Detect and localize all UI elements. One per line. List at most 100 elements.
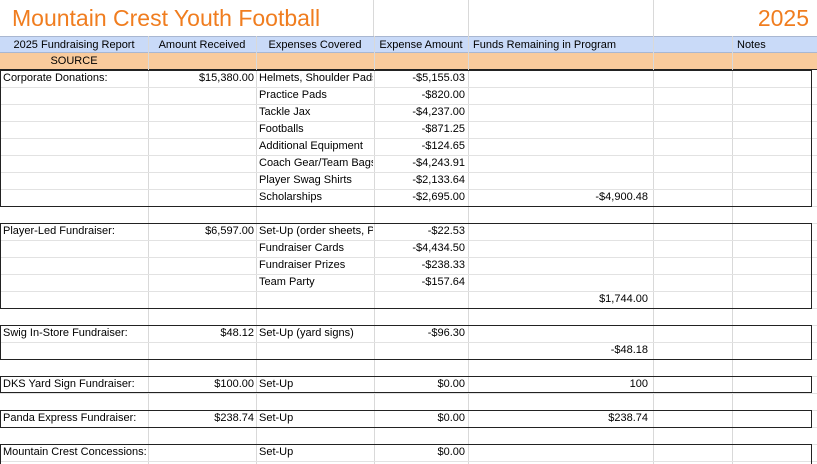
received-cell[interactable]: $15,380.00 — [198, 72, 254, 84]
expense-cell[interactable] — [259, 427, 373, 444]
expense-cell[interactable]: Practice Pads — [259, 89, 327, 101]
remaining-cell[interactable]: -$48.18 — [610, 344, 648, 356]
section-border-corporate — [0, 70, 812, 207]
expense-amount-cell[interactable]: -$2,133.64 — [412, 174, 465, 186]
section-border-concessions — [0, 444, 812, 464]
expense-cell[interactable]: Footballs — [259, 123, 304, 135]
header-report[interactable]: 2025 Fundraising Report — [13, 39, 135, 51]
row-divider — [0, 393, 817, 394]
expense-amount-cell[interactable]: $0.00 — [437, 378, 465, 390]
received-cell[interactable]: $48.12 — [220, 327, 254, 339]
header-expense-amount[interactable]: Expense Amount — [379, 39, 463, 51]
source-cell[interactable] — [3, 359, 146, 376]
expense-cell[interactable]: Tackle Jax — [259, 106, 311, 118]
received-cell[interactable] — [148, 427, 254, 444]
row-divider — [0, 172, 817, 173]
header-notes[interactable]: Notes — [737, 39, 766, 51]
row-divider — [0, 155, 817, 156]
header-expenses[interactable]: Expenses Covered — [268, 39, 362, 51]
expense-amount-cell[interactable] — [374, 427, 465, 444]
expense-amount-cell[interactable]: -$157.64 — [421, 276, 465, 288]
row-divider — [0, 138, 817, 139]
row-divider — [0, 257, 817, 258]
expense-amount-cell[interactable] — [374, 206, 465, 223]
received-cell[interactable] — [148, 308, 254, 325]
source-cell[interactable] — [3, 393, 146, 410]
sheet-title[interactable]: Mountain Crest Youth Football — [12, 5, 321, 31]
source-cell[interactable] — [3, 206, 146, 223]
expense-cell[interactable]: Set-Up — [259, 378, 294, 390]
sheet-year[interactable]: 2025 — [757, 5, 809, 31]
expense-amount-cell[interactable]: -$124.65 — [421, 140, 465, 152]
received-cell[interactable]: $238.74 — [214, 412, 254, 424]
remaining-cell[interactable] — [468, 359, 648, 376]
expense-cell[interactable]: Set-Up — [259, 446, 294, 458]
col-divider — [374, 36, 375, 464]
expense-cell[interactable]: Team Party — [259, 276, 315, 288]
col-divider — [373, 0, 374, 36]
expense-cell[interactable]: Helmets, Shoulder Pads — [259, 72, 373, 84]
expense-amount-cell[interactable]: -$22.53 — [427, 225, 465, 237]
expense-amount-cell[interactable]: -$5,155.03 — [412, 72, 465, 84]
remaining-cell[interactable]: -$4,900.48 — [595, 191, 648, 203]
remaining-cell[interactable]: 100 — [629, 378, 648, 390]
col-divider — [148, 36, 149, 464]
expense-amount-cell[interactable] — [374, 359, 465, 376]
remaining-cell[interactable] — [468, 206, 648, 223]
expense-amount-cell[interactable]: -$4,243.91 — [412, 157, 465, 169]
expense-amount-cell[interactable]: -$871.25 — [421, 123, 465, 135]
col-divider — [256, 36, 257, 464]
expense-amount-cell[interactable]: -$2,695.00 — [412, 191, 465, 203]
remaining-cell[interactable]: $1,744.00 — [599, 293, 648, 305]
expense-cell[interactable]: Set-Up (order sheets, Pr — [259, 225, 373, 237]
title-row: Mountain Crest Youth Football 2025 — [0, 0, 817, 36]
received-cell[interactable] — [148, 206, 254, 223]
expense-cell[interactable]: Player Swag Shirts — [259, 174, 352, 186]
section-border-swig — [0, 325, 812, 360]
expense-amount-cell[interactable] — [374, 393, 465, 410]
source-cell[interactable]: DKS Yard Sign Fundraiser: — [3, 378, 135, 390]
remaining-cell[interactable]: $238.74 — [608, 412, 648, 424]
expense-amount-cell[interactable]: -$238.33 — [421, 259, 465, 271]
source-label[interactable]: SOURCE — [50, 55, 98, 67]
received-cell[interactable] — [148, 393, 254, 410]
source-cell[interactable]: Mountain Crest Concessions: — [3, 446, 146, 458]
expense-amount-cell[interactable]: -$4,237.00 — [412, 106, 465, 118]
source-cell[interactable]: Corporate Donations: — [3, 72, 108, 84]
source-cell[interactable] — [3, 308, 146, 325]
expense-cell[interactable]: Fundraiser Cards — [259, 242, 344, 254]
header-received[interactable]: Amount Received — [158, 39, 246, 51]
source-cell[interactable] — [3, 427, 146, 444]
expense-amount-cell[interactable]: -$96.30 — [427, 327, 465, 339]
expense-cell[interactable] — [259, 359, 373, 376]
expense-cell[interactable]: Coach Gear/Team Bags — [259, 157, 373, 169]
expense-amount-cell[interactable]: $0.00 — [437, 446, 465, 458]
expense-cell[interactable]: Fundraiser Prizes — [259, 259, 346, 271]
source-cell[interactable]: Swig In-Store Fundraiser: — [3, 327, 128, 339]
row-divider — [0, 291, 817, 292]
expense-cell[interactable] — [259, 206, 373, 223]
expense-amount-cell[interactable]: -$4,434.50 — [412, 242, 465, 254]
remaining-cell[interactable] — [468, 308, 648, 325]
expense-cell[interactable] — [259, 308, 373, 325]
expense-cell[interactable]: Set-Up (yard signs) — [259, 327, 354, 339]
col-divider — [732, 36, 733, 464]
row-divider — [0, 274, 817, 275]
expense-cell[interactable]: Set-Up — [259, 412, 294, 424]
expense-cell[interactable]: Scholarships — [259, 191, 322, 203]
received-cell[interactable]: $6,597.00 — [205, 225, 254, 237]
expense-amount-cell[interactable]: -$820.00 — [421, 89, 465, 101]
source-cell[interactable]: Player-Led Fundraiser: — [3, 225, 115, 237]
expense-amount-cell[interactable] — [374, 308, 465, 325]
expense-amount-cell[interactable]: $0.00 — [437, 412, 465, 424]
col-divider — [653, 0, 654, 36]
source-row: SOURCE — [0, 53, 817, 70]
remaining-cell[interactable] — [468, 427, 648, 444]
source-cell[interactable]: Panda Express Fundraiser: — [3, 412, 137, 424]
remaining-cell[interactable] — [468, 393, 648, 410]
expense-cell[interactable] — [259, 393, 373, 410]
header-remaining[interactable]: Funds Remaining in Program — [473, 39, 617, 51]
received-cell[interactable] — [148, 359, 254, 376]
received-cell[interactable]: $100.00 — [214, 378, 254, 390]
expense-cell[interactable]: Additional Equipment — [259, 140, 363, 152]
